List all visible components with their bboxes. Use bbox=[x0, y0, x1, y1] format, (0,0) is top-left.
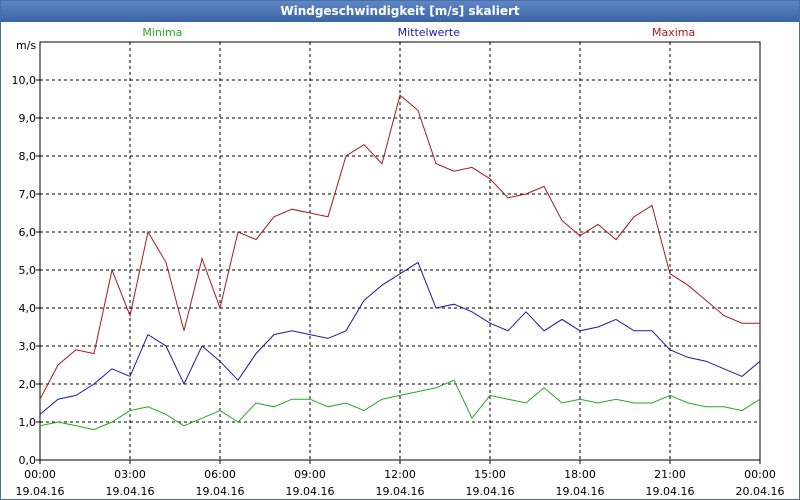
x-tick-time-label: 00:00 bbox=[24, 468, 56, 481]
legend-entry-mittelwerte: Mittelwerte bbox=[398, 26, 461, 39]
x-tick-date-label: 19.04.16 bbox=[646, 485, 695, 498]
series-line-minima bbox=[39, 379, 761, 431]
x-tick-date-label: 19.04.16 bbox=[16, 485, 65, 498]
y-tick-label: 4,0 bbox=[19, 302, 37, 315]
x-tick-time-label: 18:00 bbox=[564, 468, 596, 481]
x-tick-time-label: 09:00 bbox=[294, 468, 326, 481]
series-line-mittelwerte bbox=[39, 261, 761, 415]
legend: Minima Mittelwerte Maxima bbox=[142, 26, 695, 39]
y-tick-label: 7,0 bbox=[19, 188, 37, 201]
legend-entry-minima: Minima bbox=[142, 26, 182, 39]
x-tick-date-label: 19.04.16 bbox=[556, 485, 605, 498]
y-tick-label: 9,0 bbox=[19, 112, 37, 125]
x-tick-date-label: 19.04.16 bbox=[196, 485, 245, 498]
y-tick-label: 10,0 bbox=[12, 74, 37, 87]
grid-lines bbox=[40, 42, 760, 460]
y-tick-label: 1,0 bbox=[19, 416, 37, 429]
y-tick-label: 0,0 bbox=[19, 454, 37, 467]
y-axis: 0,0 1,0 2,0 3,0 4,0 5,0 6,0 7,0 8,0 9,0 10,0 bbox=[12, 74, 40, 467]
x-tick-date-label: 19.04.16 bbox=[286, 485, 335, 498]
window-title: Windgeschwindigkeit [m/s] skaliert bbox=[1, 1, 799, 22]
y-tick-label: 3,0 bbox=[19, 340, 37, 353]
y-tick-label: 8,0 bbox=[19, 150, 37, 163]
x-tick-time-label: 00:00 bbox=[744, 468, 776, 481]
x-tick-date-label: 19.04.16 bbox=[106, 485, 155, 498]
x-tick-time-label: 06:00 bbox=[204, 468, 236, 481]
series-layer bbox=[39, 94, 761, 431]
y-axis-label: m/s bbox=[16, 39, 36, 52]
legend-entry-maxima: Maxima bbox=[652, 26, 695, 39]
y-tick-label: 2,0 bbox=[19, 378, 37, 391]
x-tick-time-label: 03:00 bbox=[114, 468, 146, 481]
x-tick-date-label: 20.04.16 bbox=[736, 485, 785, 498]
x-axis: 00:00 19.04.16 03:00 19.04.16 06:00 19.04.16 0… bbox=[16, 460, 785, 498]
x-tick-time-label: 15:00 bbox=[474, 468, 506, 481]
x-tick-date-label: 19.04.16 bbox=[466, 485, 515, 498]
y-tick-label: 5,0 bbox=[19, 264, 37, 277]
series-line-maxima bbox=[39, 94, 760, 400]
x-tick-time-label: 12:00 bbox=[384, 468, 416, 481]
x-tick-date-label: 19.04.16 bbox=[376, 485, 425, 498]
y-tick-label: 6,0 bbox=[19, 226, 37, 239]
x-tick-time-label: 21:00 bbox=[654, 468, 686, 481]
